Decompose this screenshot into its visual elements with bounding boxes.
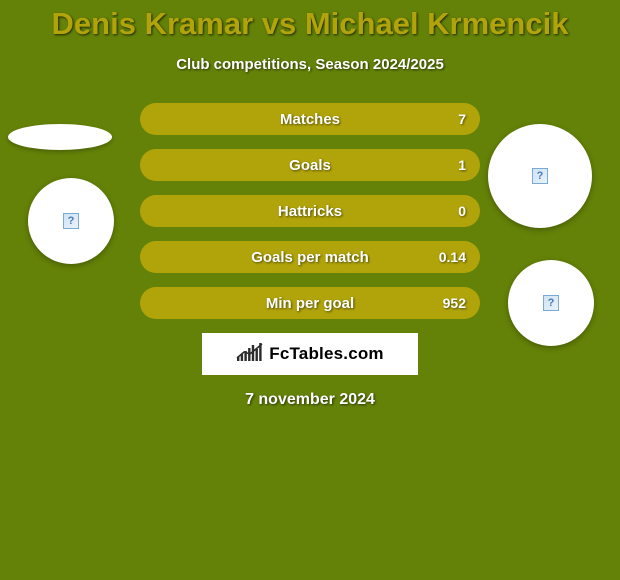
stat-label: Goals (289, 157, 331, 174)
stat-value: 0 (458, 203, 466, 219)
stat-value: 0.14 (439, 249, 466, 265)
stat-label: Matches (280, 111, 340, 128)
stat-value: 952 (443, 295, 466, 311)
decor-ellipse (8, 124, 112, 150)
page-title: Denis Kramar vs Michael Krmencik (0, 0, 620, 42)
stat-value: 7 (458, 111, 466, 127)
stat-row-goals: Goals 1 (140, 149, 480, 181)
stat-row-matches: Matches 7 (140, 103, 480, 135)
stat-row-min-per-goal: Min per goal 952 (140, 287, 480, 319)
brand-text: FcTables.com (269, 344, 384, 364)
placeholder-icon: ? (532, 168, 548, 184)
brand-box: FcTables.com (202, 333, 418, 375)
placeholder-icon: ? (543, 295, 559, 311)
stat-label: Min per goal (266, 295, 354, 312)
stat-row-goals-per-match: Goals per match 0.14 (140, 241, 480, 273)
date: 7 november 2024 (0, 391, 620, 409)
stat-value: 1 (458, 157, 466, 173)
decor-circle: ? (28, 178, 114, 264)
placeholder-icon: ? (63, 213, 79, 229)
subtitle: Club competitions, Season 2024/2025 (0, 56, 620, 73)
decor-circle: ? (508, 260, 594, 346)
brand-bars-icon (236, 342, 264, 367)
stat-label: Goals per match (251, 249, 369, 266)
stat-label: Hattricks (278, 203, 342, 220)
stats-container: Matches 7 Goals 1 Hattricks 0 Goals per … (140, 103, 480, 319)
stat-row-hattricks: Hattricks 0 (140, 195, 480, 227)
decor-circle: ? (488, 124, 592, 228)
